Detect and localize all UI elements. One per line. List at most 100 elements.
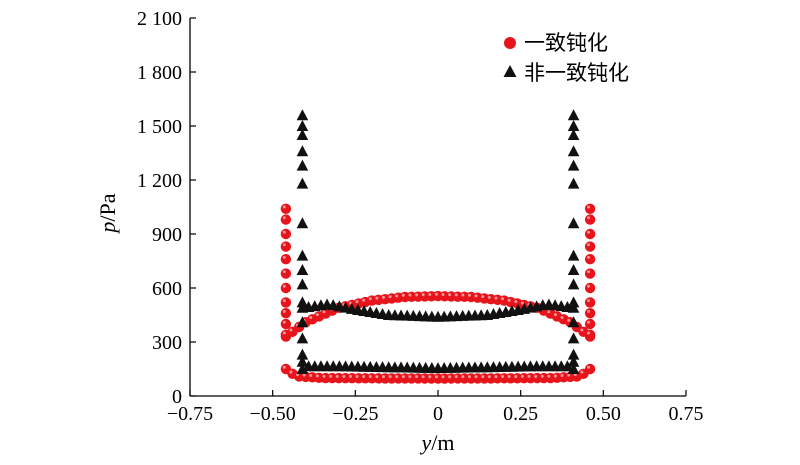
data-point-highlight <box>388 375 392 379</box>
data-point-highlight <box>408 293 412 297</box>
data-point-highlight <box>587 320 591 324</box>
data-point-highlight <box>441 292 445 296</box>
y-tick-label: 0 <box>172 386 182 408</box>
data-point-triangle <box>567 249 580 261</box>
data-point-circle <box>584 318 596 330</box>
x-tick-label: 0.25 <box>503 403 538 425</box>
data-point-triangle <box>567 363 580 374</box>
data-point-highlight <box>487 375 491 379</box>
data-point-highlight <box>282 331 286 335</box>
data-point-triangle <box>296 296 309 308</box>
data-point-triangle <box>567 316 580 328</box>
data-point-highlight <box>567 318 571 322</box>
x-tick-label: −0.50 <box>250 403 296 425</box>
data-point-circle <box>584 228 596 240</box>
data-point-triangle <box>296 129 309 140</box>
data-point-highlight <box>335 374 339 378</box>
y-tick-label: 1 500 <box>137 116 182 138</box>
data-point-triangle <box>296 217 309 229</box>
data-point-highlight <box>487 295 491 299</box>
data-point-highlight <box>474 294 478 298</box>
data-point-triangle <box>296 363 309 374</box>
data-point-highlight <box>441 375 445 379</box>
data-point-highlight <box>481 295 485 299</box>
data-point-highlight <box>501 297 505 301</box>
data-point-highlight <box>388 295 392 299</box>
data-point-triangle <box>296 249 309 261</box>
data-point-highlight <box>395 294 399 298</box>
data-point-highlight <box>507 375 511 379</box>
data-point-highlight <box>514 300 518 304</box>
data-point-highlight <box>587 284 591 288</box>
data-point-circle <box>280 214 292 225</box>
data-point-highlight <box>315 374 319 378</box>
data-point-highlight <box>587 216 591 220</box>
data-point-highlight <box>527 374 531 378</box>
data-point-circle <box>280 297 292 308</box>
data-point-circle <box>584 297 596 308</box>
data-point-triangle <box>296 348 309 360</box>
data-point-triangle <box>567 278 580 290</box>
data-point-highlight <box>289 370 293 374</box>
data-point-highlight <box>322 310 326 314</box>
data-point-highlight <box>408 375 412 379</box>
x-tick-label: 0 <box>433 403 443 425</box>
data-point-triangle <box>296 332 309 344</box>
legend-item-uniform: 一致钝化 <box>504 31 608 55</box>
y-axis-title: p/Pa <box>95 193 120 234</box>
data-point-highlight <box>474 375 478 379</box>
data-point-highlight <box>434 375 438 379</box>
data-point-circle <box>280 228 292 240</box>
data-point-highlight <box>580 370 584 374</box>
data-point-highlight <box>282 255 286 259</box>
data-point-highlight <box>329 374 333 378</box>
data-point-circle <box>280 268 292 279</box>
data-point-highlight <box>553 313 557 317</box>
data-point-highlight <box>355 374 359 378</box>
data-point-circle <box>584 308 596 319</box>
data-point-triangle <box>296 159 309 171</box>
data-point-triangle <box>567 355 580 367</box>
data-point-highlight <box>381 295 385 299</box>
data-point-highlight <box>494 296 498 300</box>
data-point-highlight <box>494 375 498 379</box>
data-point-highlight <box>282 284 286 288</box>
data-point-highlight <box>547 310 551 314</box>
data-point-highlight <box>282 243 286 247</box>
data-point-triangle <box>567 145 580 157</box>
data-point-highlight <box>448 293 452 297</box>
data-point-highlight <box>401 293 405 297</box>
data-point-circle <box>280 318 292 330</box>
y-tick-label: 1 800 <box>137 62 182 84</box>
data-point-triangle <box>567 296 580 308</box>
data-point-circle <box>280 203 292 214</box>
data-point-highlight <box>461 375 465 379</box>
data-point-highlight <box>587 309 591 313</box>
x-tick-label: −0.25 <box>332 403 378 425</box>
data-point-highlight <box>587 230 591 234</box>
data-point-highlight <box>461 293 465 297</box>
data-point-circle <box>584 282 596 294</box>
y-tick-label: 1 200 <box>137 170 182 192</box>
data-point-triangle <box>567 217 580 229</box>
x-axis-title: y/m <box>420 430 455 455</box>
data-point-highlight <box>282 309 286 313</box>
data-point-highlight <box>342 374 346 378</box>
data-point-highlight <box>534 374 538 378</box>
data-point-circle <box>280 329 292 340</box>
legend-triangle-marker <box>503 65 517 77</box>
data-point-triangle <box>296 177 309 189</box>
data-point-highlight <box>481 375 485 379</box>
x-tick-label: −0.75 <box>167 403 213 425</box>
data-point-triangle <box>296 355 309 367</box>
data-point-triangle <box>567 177 580 189</box>
plot-area: −0.75 −0.50 −0.25 0 0.25 0.50 0.75 0 300 600 900 1 … <box>137 8 704 425</box>
data-point-highlight <box>507 298 511 302</box>
data-point-highlight <box>587 205 591 209</box>
data-point-triangle <box>567 129 580 140</box>
data-point-triangle <box>296 120 309 131</box>
data-point-highlight <box>421 375 425 379</box>
x-tick-label: 0.50 <box>586 403 621 425</box>
data-point-highlight <box>434 292 438 296</box>
data-point-circle <box>280 254 292 265</box>
